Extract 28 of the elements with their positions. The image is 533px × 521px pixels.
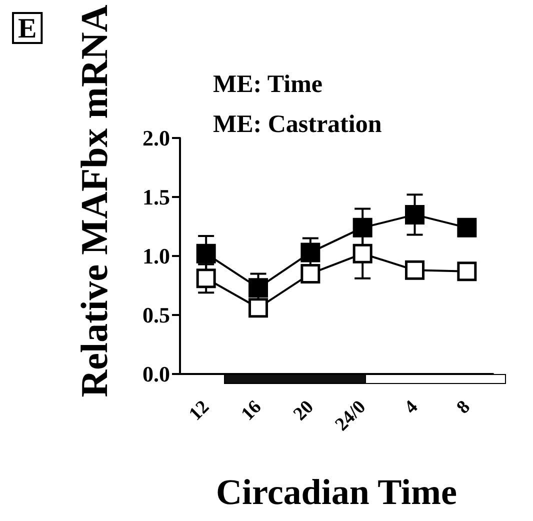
x-tick-label: 4 bbox=[400, 396, 423, 418]
point bbox=[457, 262, 477, 282]
point bbox=[405, 204, 424, 224]
y-tick-label: 0.0 bbox=[142, 362, 170, 386]
y-tick-label: 0.5 bbox=[142, 302, 170, 328]
point bbox=[457, 218, 477, 238]
x-tick-label: 8 bbox=[452, 396, 474, 418]
y-tick-label: 1.5 bbox=[142, 184, 170, 210]
point bbox=[196, 268, 216, 288]
x-axis-title: Circadian Time bbox=[216, 472, 458, 512]
annotation: ME: Castration bbox=[213, 111, 382, 138]
x-tick-label: 24/0 bbox=[331, 396, 370, 436]
point bbox=[248, 278, 268, 298]
x-tick-label: 20 bbox=[290, 396, 318, 425]
text: E bbox=[18, 14, 37, 44]
point bbox=[352, 218, 372, 238]
point bbox=[300, 242, 320, 262]
text: ME: Time bbox=[213, 71, 322, 98]
point bbox=[248, 298, 268, 318]
point bbox=[300, 264, 320, 284]
point bbox=[196, 244, 216, 264]
point bbox=[405, 260, 424, 280]
x-tick-label: 12 bbox=[185, 396, 214, 425]
y-tick-label: 1.0 bbox=[142, 244, 170, 268]
x-tick-label: 16 bbox=[237, 396, 266, 425]
point bbox=[352, 244, 372, 264]
y-axis-title: Relative MAFbx mRNA bbox=[74, 4, 116, 398]
y-tick-label: 2.0 bbox=[142, 126, 170, 150]
